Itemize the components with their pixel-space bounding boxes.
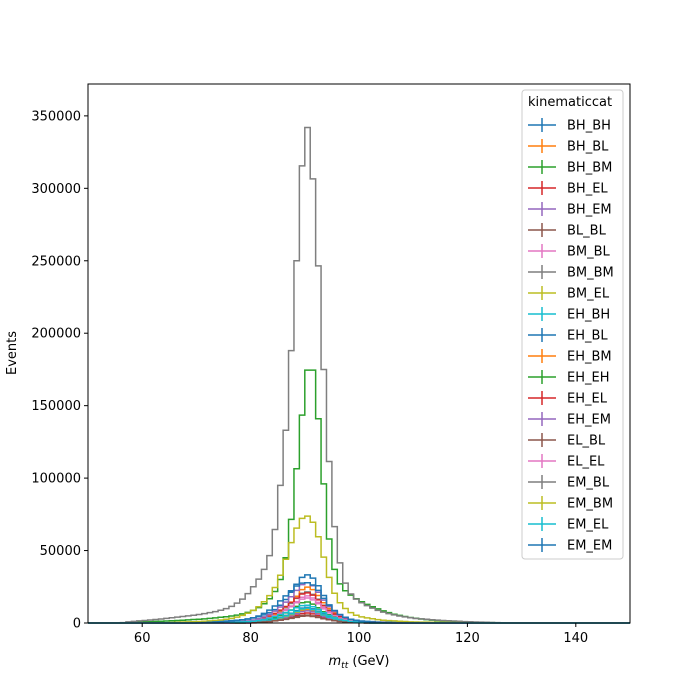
legend-item-el-bl: EL_BL	[528, 433, 606, 449]
x-tick-label: 120	[455, 631, 480, 646]
x-axis: 60 80 100 120 140	[134, 623, 588, 646]
y-axis-label: Events	[5, 331, 20, 375]
legend-label: EH_BM	[567, 350, 612, 365]
legend-items: BH_BH BH_BL BH_BM BH_EL BH_EM BL_BL BM_BL BM_BM…	[528, 118, 614, 554]
legend-item-eh-bl: EH_BL	[528, 328, 608, 344]
legend-item-em-em: EM_EM	[528, 538, 612, 554]
legend-item-eh-bh: EH_BH	[528, 307, 610, 323]
legend-item-eh-el: EH_EL	[528, 391, 608, 407]
legend-item-bh-el: BH_EL	[528, 181, 608, 197]
legend-label: EM_BM	[567, 497, 613, 512]
legend-item-bh-bl: BH_BL	[528, 139, 609, 155]
y-axis: 0 50000 100000 150000 200000 250000 300000 3500…	[31, 109, 88, 632]
legend-item-bm-el: BM_EL	[528, 286, 610, 302]
legend-label: BM_EL	[567, 287, 610, 302]
y-tick-label: 50000	[40, 544, 81, 559]
y-tick-label: 300000	[31, 182, 81, 197]
legend-label: EM_EL	[567, 518, 609, 533]
legend-title: kinematiccat	[528, 95, 612, 110]
legend-item-bh-bh: BH_BH	[528, 118, 611, 134]
legend-label: EM_EM	[567, 539, 612, 554]
y-tick-label: 150000	[31, 399, 81, 414]
legend-label: BM_BL	[567, 245, 611, 260]
legend-item-eh-eh: EH_EH	[528, 370, 609, 386]
legend-item-eh-em: EH_EM	[528, 412, 611, 428]
legend-item-bh-em: BH_EM	[528, 202, 612, 218]
legend-label: BH_BH	[567, 119, 611, 134]
legend-item-em-bl: EM_BL	[528, 475, 610, 491]
x-axis-label-main: m	[329, 654, 342, 669]
legend-label: BH_BM	[567, 161, 612, 176]
legend-item-bm-bm: BM_BM	[528, 265, 614, 281]
legend-label: EH_EH	[567, 371, 609, 386]
y-tick-label: 350000	[31, 109, 81, 124]
x-axis-label-subscript: tt	[341, 661, 349, 671]
legend-item-eh-bm: EH_BM	[528, 349, 612, 365]
legend-item-em-bm: EM_BM	[528, 496, 613, 512]
y-tick-label: 250000	[31, 254, 81, 269]
legend-label: EL_EL	[567, 455, 605, 470]
legend-frame	[521, 89, 624, 560]
legend-item-bm-bl: BM_BL	[528, 244, 611, 260]
legend-label: EL_BL	[567, 434, 606, 449]
legend-label: BL_BL	[567, 224, 607, 239]
legend-label: BM_BM	[567, 266, 614, 281]
legend-label: BH_EL	[567, 182, 608, 197]
y-tick-label: 0	[73, 617, 81, 632]
legend: kinematiccat BH_BH BH_BL BH_BM BH_EL BH_EM BL…	[521, 89, 624, 560]
x-axis-label-unit: (GeV)	[348, 654, 389, 669]
legend-item-em-el: EM_EL	[528, 517, 609, 533]
x-tick-label: 100	[347, 631, 372, 646]
legend-label: BH_EM	[567, 203, 612, 218]
y-tick-label: 100000	[31, 472, 81, 487]
legend-label: EH_EL	[567, 392, 608, 407]
legend-label: EM_BL	[567, 476, 610, 491]
y-tick-label: 200000	[31, 327, 81, 342]
x-axis-label: mtt (GeV)	[329, 654, 390, 671]
x-tick-label: 60	[134, 631, 151, 646]
legend-item-el-el: EL_EL	[528, 454, 605, 470]
legend-label: EH_EM	[567, 413, 611, 428]
legend-label: EH_BH	[567, 308, 610, 323]
legend-label: EH_BL	[567, 329, 608, 344]
legend-item-bl-bl: BL_BL	[528, 223, 607, 239]
x-tick-label: 80	[242, 631, 259, 646]
legend-label: BH_BL	[567, 140, 609, 155]
legend-item-bh-bm: BH_BM	[528, 160, 612, 176]
x-tick-label: 140	[563, 631, 588, 646]
